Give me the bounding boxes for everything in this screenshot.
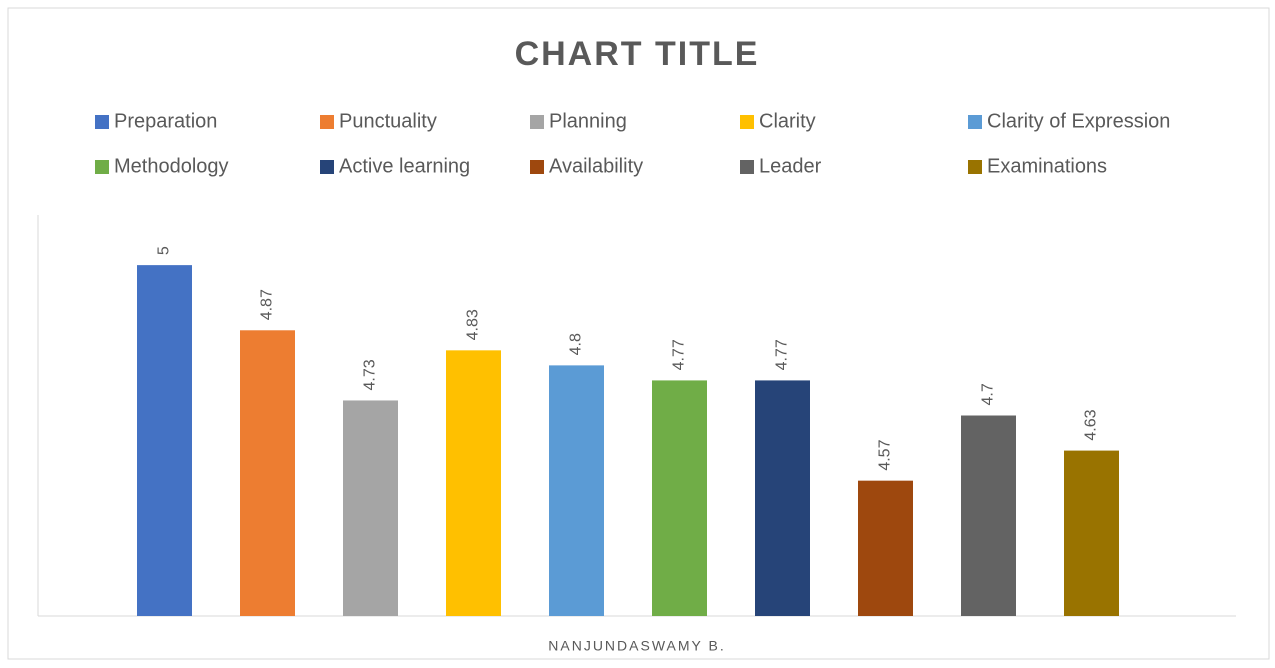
legend-label: Clarity [759, 110, 816, 132]
legend-swatch [95, 160, 109, 174]
legend-label: Punctuality [339, 110, 437, 132]
data-label: 4.77 [671, 339, 688, 370]
bar [446, 350, 501, 616]
legend-label: Active learning [339, 155, 470, 177]
legend-swatch [740, 115, 754, 129]
bar [652, 380, 707, 616]
legend-swatch [530, 115, 544, 129]
data-label: 4.87 [259, 289, 276, 320]
legend-label: Examinations [987, 155, 1107, 177]
legend-label: Availability [549, 155, 643, 177]
legend-label: Clarity of Expression [987, 110, 1170, 132]
data-label: 4.63 [1083, 409, 1100, 440]
bar [549, 365, 604, 616]
legend-label: Planning [549, 110, 627, 132]
legend-swatch [320, 115, 334, 129]
data-label: 4.83 [465, 309, 482, 340]
bar [137, 265, 192, 616]
legend-label: Methodology [114, 155, 229, 177]
bar [858, 480, 913, 616]
bar [343, 400, 398, 616]
bar [961, 415, 1016, 616]
legend-label: Leader [759, 155, 822, 177]
bar [1064, 450, 1119, 616]
legend-swatch [95, 115, 109, 129]
data-label: 4.8 [568, 333, 585, 355]
data-label: 4.73 [362, 359, 379, 390]
data-label: 4.57 [877, 439, 894, 470]
chart-title: CHART TITLE [515, 35, 760, 73]
data-label: 5 [156, 246, 173, 255]
legend-swatch [968, 160, 982, 174]
legend-label: Preparation [114, 110, 217, 132]
chart-border [7, 7, 1270, 660]
data-label: 4.7 [980, 383, 997, 405]
x-tick-label: NANJUNDASWAMY B. [548, 638, 725, 654]
data-label: 4.77 [774, 339, 791, 370]
legend-swatch [320, 160, 334, 174]
bar [755, 380, 810, 616]
legend-swatch [740, 160, 754, 174]
bar [240, 330, 295, 616]
legend-swatch [530, 160, 544, 174]
legend-swatch [968, 115, 982, 129]
